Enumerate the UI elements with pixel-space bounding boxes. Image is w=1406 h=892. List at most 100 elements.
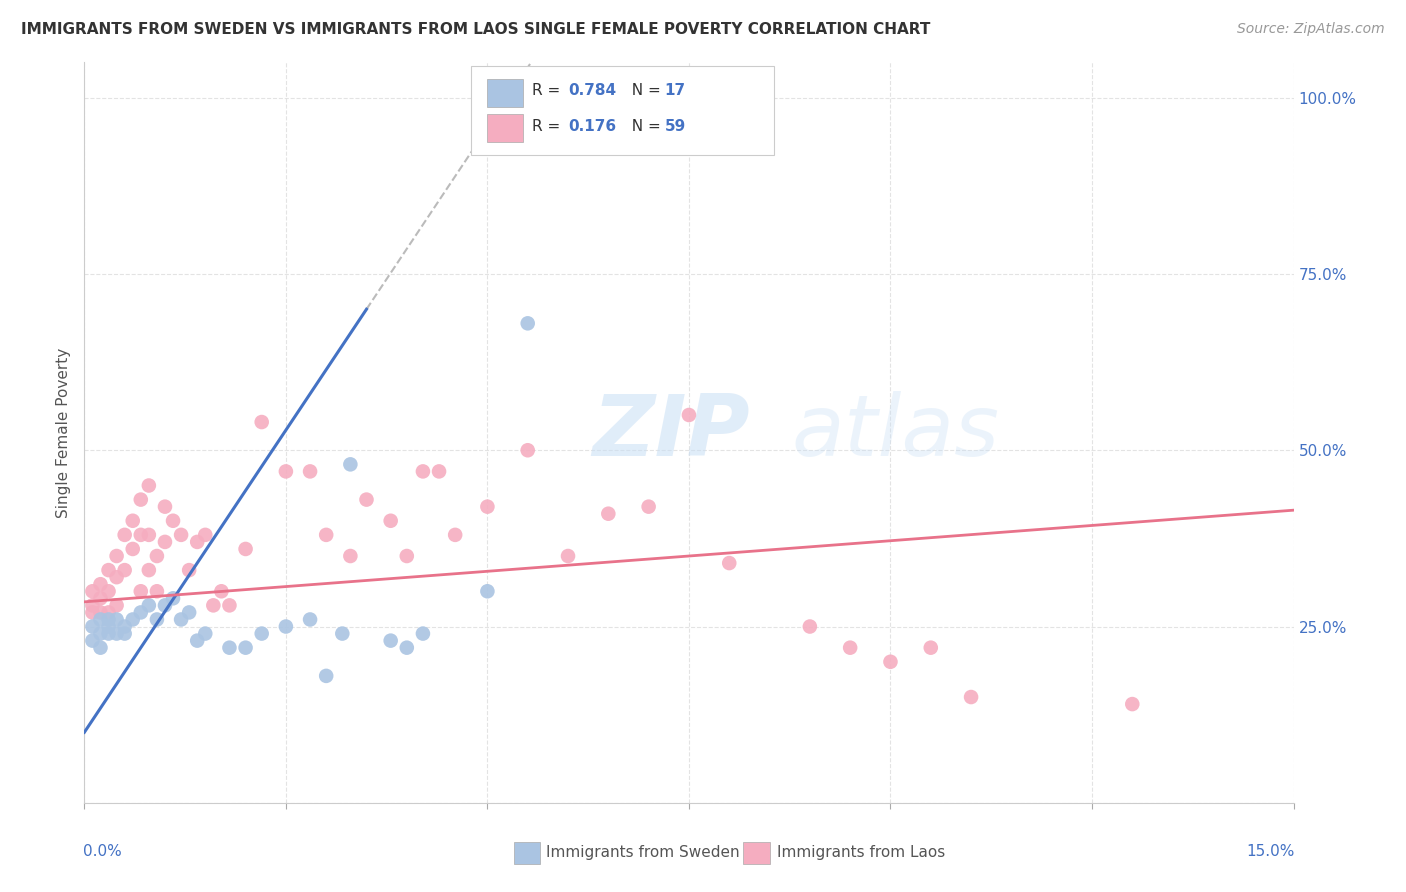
- Point: [82, 599, 104, 613]
- Point: [209, 584, 232, 599]
- Text: 0.176: 0.176: [568, 119, 616, 134]
- Point: [114, 528, 136, 542]
- Point: [960, 690, 983, 704]
- Point: [153, 535, 176, 549]
- Point: [412, 464, 434, 478]
- Point: [315, 528, 337, 542]
- Text: atlas: atlas: [792, 391, 1000, 475]
- Text: Immigrants from Sweden: Immigrants from Sweden: [547, 845, 740, 860]
- Point: [516, 316, 538, 330]
- Point: [129, 492, 152, 507]
- Point: [179, 606, 201, 620]
- FancyBboxPatch shape: [744, 842, 770, 864]
- Point: [138, 528, 160, 542]
- Point: [250, 415, 273, 429]
- Point: [121, 612, 143, 626]
- Point: [718, 556, 741, 570]
- Point: [153, 500, 176, 514]
- Point: [114, 563, 136, 577]
- Point: [153, 599, 176, 613]
- Point: [235, 640, 257, 655]
- Point: [89, 591, 111, 606]
- Point: [105, 570, 128, 584]
- Point: [138, 599, 160, 613]
- Point: [274, 619, 297, 633]
- Point: [89, 640, 111, 655]
- Point: [250, 626, 273, 640]
- Point: [97, 606, 120, 620]
- Point: [97, 563, 120, 577]
- Point: [380, 514, 402, 528]
- Point: [194, 528, 217, 542]
- Point: [444, 528, 467, 542]
- Point: [395, 640, 418, 655]
- Text: N =: N =: [623, 83, 666, 98]
- FancyBboxPatch shape: [486, 114, 523, 143]
- Point: [516, 443, 538, 458]
- Point: [146, 584, 169, 599]
- Point: [129, 528, 152, 542]
- Point: [121, 541, 143, 556]
- Point: [82, 619, 104, 633]
- FancyBboxPatch shape: [471, 66, 773, 155]
- Point: [146, 549, 169, 563]
- Point: [839, 640, 862, 655]
- Point: [89, 626, 111, 640]
- Text: 0.0%: 0.0%: [83, 844, 122, 858]
- Point: [186, 633, 208, 648]
- Text: IMMIGRANTS FROM SWEDEN VS IMMIGRANTS FROM LAOS SINGLE FEMALE POVERTY CORRELATION: IMMIGRANTS FROM SWEDEN VS IMMIGRANTS FRO…: [21, 22, 931, 37]
- Point: [146, 612, 169, 626]
- Point: [82, 633, 104, 648]
- Point: [395, 549, 418, 563]
- Point: [97, 612, 120, 626]
- Point: [598, 507, 620, 521]
- Point: [114, 619, 136, 633]
- Point: [170, 612, 193, 626]
- Point: [315, 669, 337, 683]
- Point: [274, 464, 297, 478]
- Point: [637, 500, 659, 514]
- Point: [678, 408, 700, 422]
- FancyBboxPatch shape: [486, 78, 523, 107]
- Point: [82, 584, 104, 599]
- Point: [129, 606, 152, 620]
- Text: Immigrants from Laos: Immigrants from Laos: [778, 845, 945, 860]
- Point: [138, 478, 160, 492]
- Text: 15.0%: 15.0%: [1246, 844, 1295, 858]
- Point: [799, 619, 821, 633]
- Point: [129, 584, 152, 599]
- Point: [218, 599, 240, 613]
- Point: [557, 549, 579, 563]
- Point: [162, 514, 184, 528]
- Point: [920, 640, 942, 655]
- FancyBboxPatch shape: [513, 842, 540, 864]
- Point: [170, 528, 193, 542]
- Text: 59: 59: [665, 119, 686, 134]
- Point: [330, 626, 353, 640]
- Text: ZIP: ZIP: [592, 391, 749, 475]
- Point: [105, 599, 128, 613]
- Point: [1121, 697, 1143, 711]
- Text: N =: N =: [623, 119, 666, 134]
- Point: [138, 563, 160, 577]
- Point: [105, 549, 128, 563]
- Point: [114, 626, 136, 640]
- Point: [412, 626, 434, 640]
- Point: [82, 606, 104, 620]
- Text: 0.784: 0.784: [568, 83, 616, 98]
- Point: [89, 612, 111, 626]
- Point: [235, 541, 257, 556]
- Point: [202, 599, 225, 613]
- Text: R =: R =: [531, 119, 569, 134]
- Y-axis label: Single Female Poverty: Single Female Poverty: [56, 348, 72, 517]
- Point: [218, 640, 240, 655]
- Point: [89, 577, 111, 591]
- Point: [339, 549, 361, 563]
- Text: Source: ZipAtlas.com: Source: ZipAtlas.com: [1237, 22, 1385, 37]
- Text: R =: R =: [531, 83, 565, 98]
- Point: [339, 458, 361, 472]
- Point: [97, 626, 120, 640]
- Point: [299, 612, 322, 626]
- Point: [121, 514, 143, 528]
- Point: [186, 535, 208, 549]
